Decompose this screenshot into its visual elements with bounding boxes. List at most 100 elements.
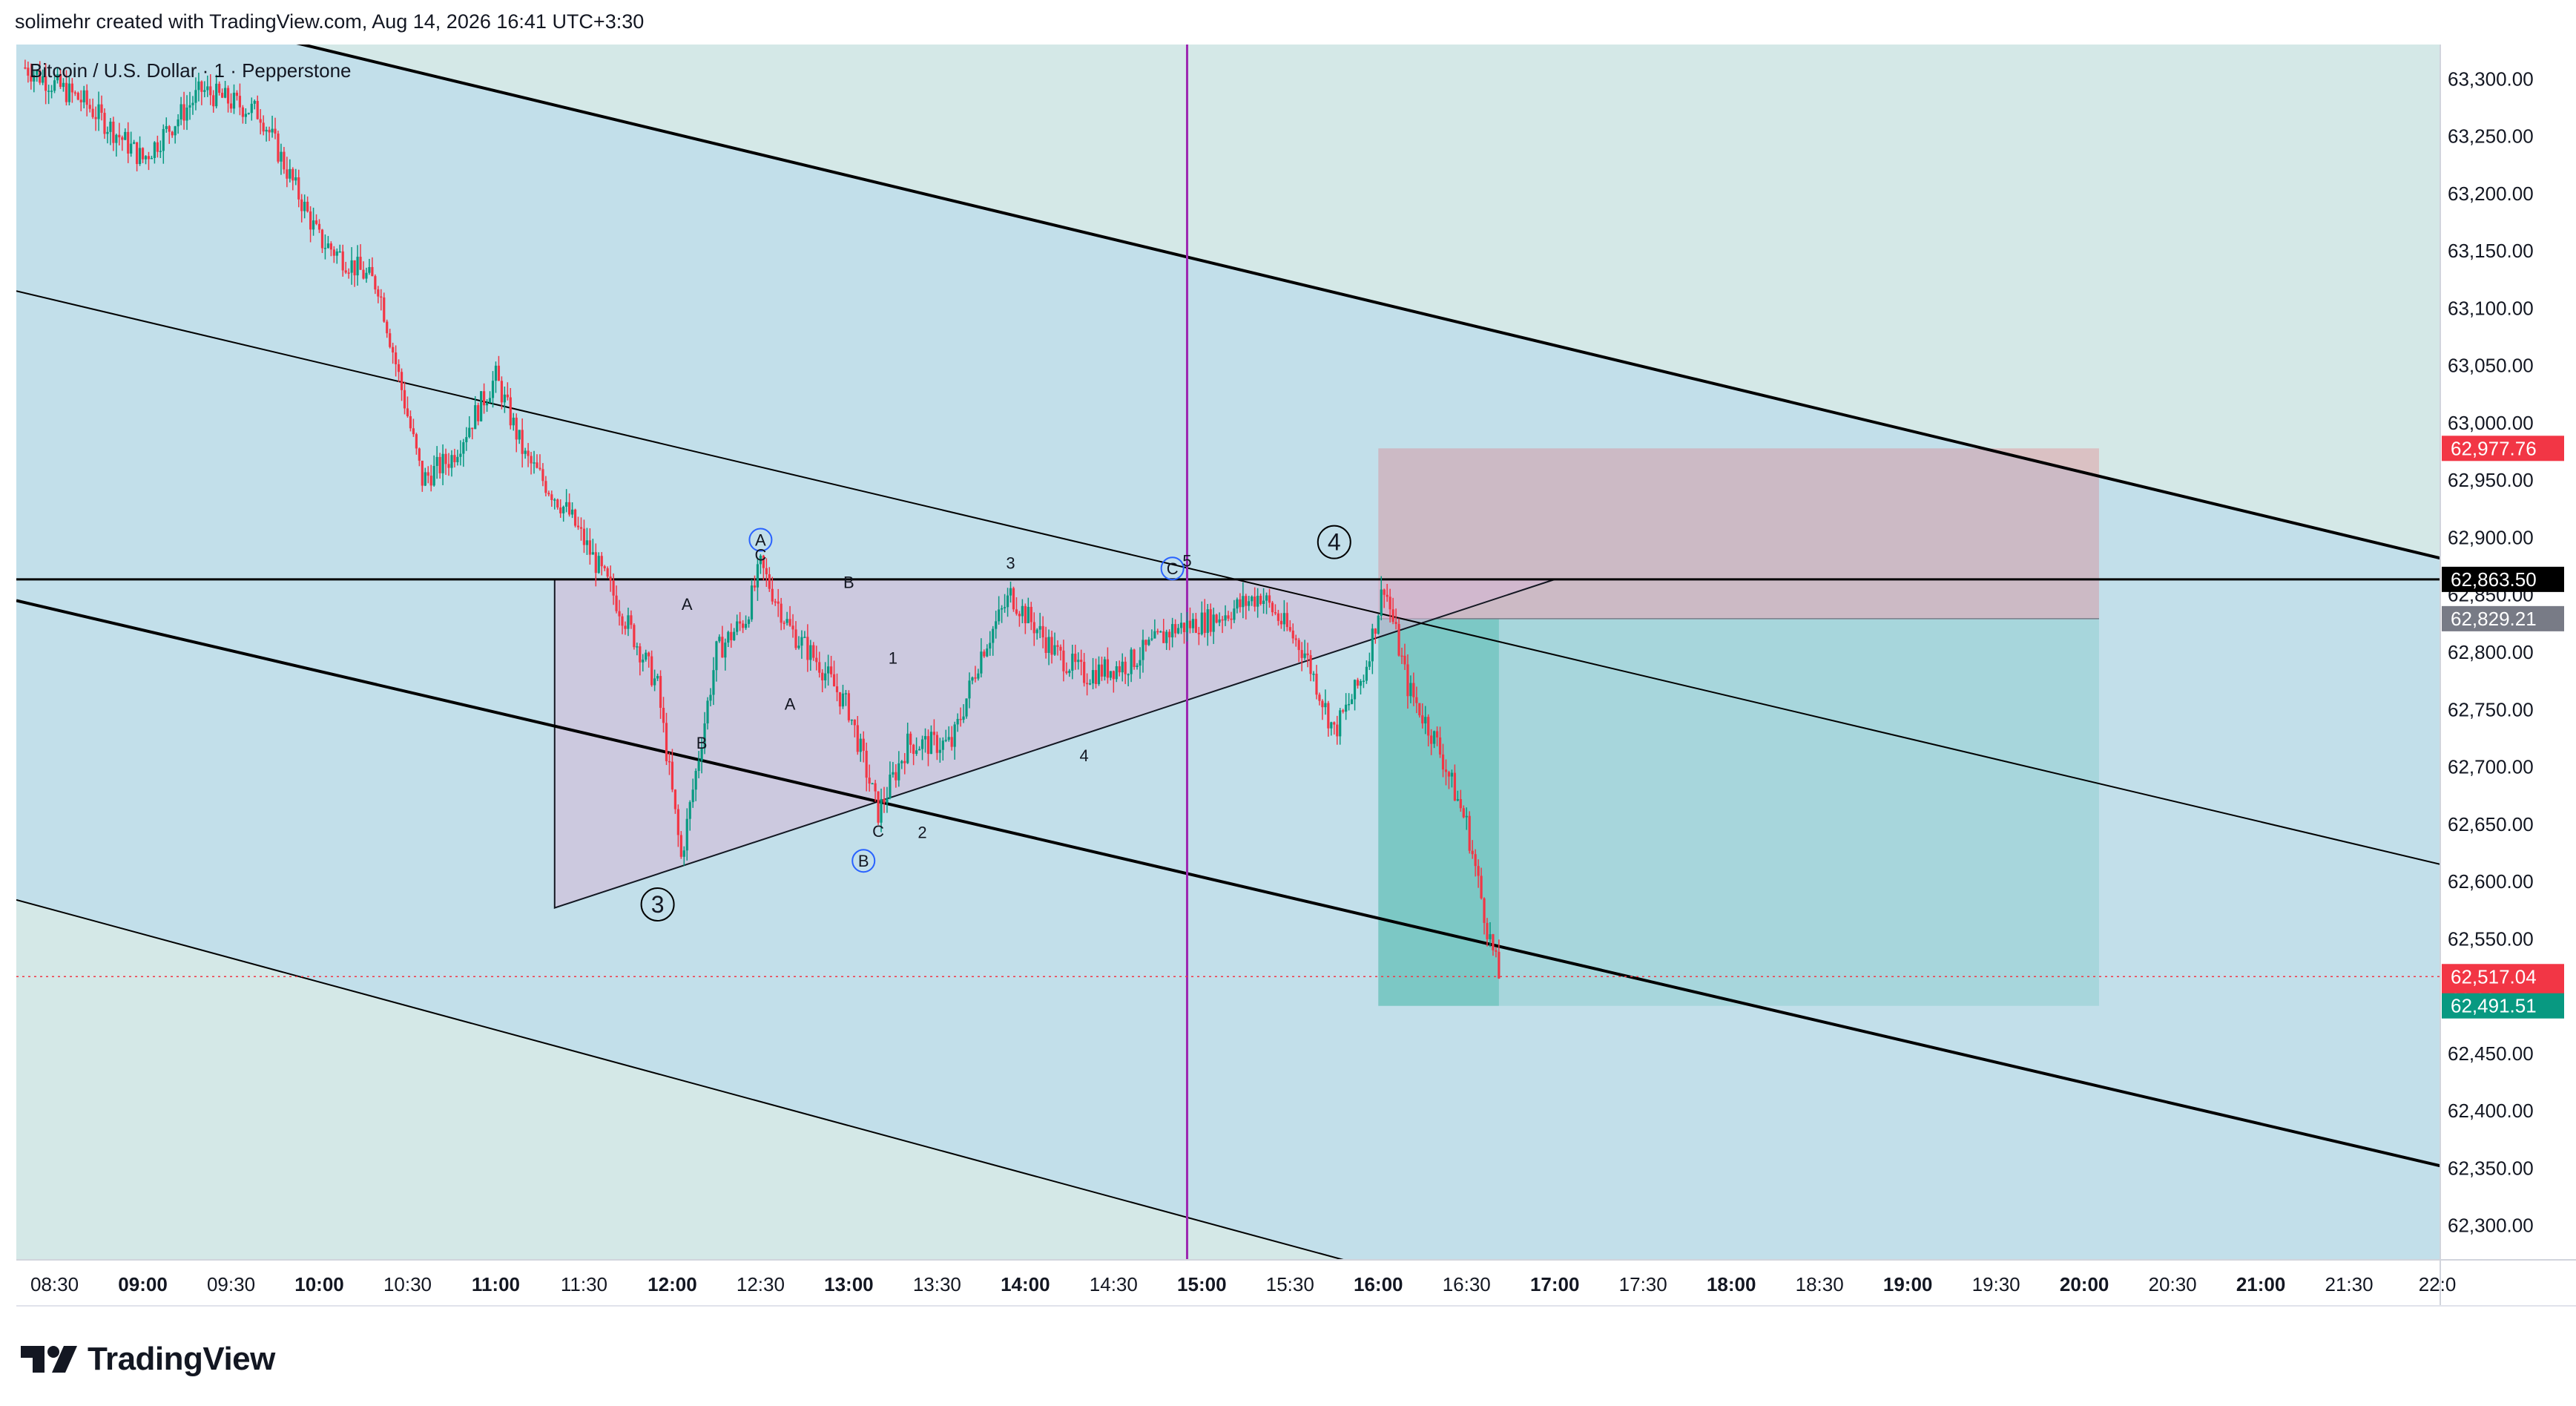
candle-body — [995, 621, 998, 629]
candle-body — [1150, 638, 1153, 640]
candle-body — [323, 248, 327, 249]
candle-body — [185, 108, 188, 121]
candle-body — [715, 641, 718, 671]
candle-body — [862, 738, 865, 751]
candle-body — [521, 430, 524, 454]
candle-body — [1285, 613, 1288, 628]
candle-body — [380, 296, 383, 298]
candle-body — [159, 151, 162, 152]
x-axis-tick-label: 09:30 — [207, 1273, 255, 1295]
candle-body — [1477, 866, 1480, 876]
candle-body — [203, 90, 206, 92]
candle-body — [603, 566, 606, 568]
candle-body — [642, 660, 645, 663]
candle-body — [103, 113, 106, 134]
candle-body — [829, 666, 833, 674]
candle-body — [803, 637, 806, 638]
wave-label: C — [872, 822, 884, 841]
candle-body — [141, 148, 145, 160]
candle-body — [362, 269, 365, 279]
candle-body — [832, 674, 836, 687]
channel-line-3 — [16, 599, 2440, 1168]
wave-label: C — [1167, 559, 1179, 578]
candle-body — [450, 455, 453, 468]
y-axis-tick-label: 62,600.00 — [2448, 870, 2534, 893]
candle-body — [1333, 722, 1336, 725]
candle-body — [932, 732, 935, 735]
candle-body — [62, 82, 65, 88]
price-label-text: 62,829.21 — [2451, 608, 2537, 630]
candle-body — [806, 637, 809, 660]
candle-body — [1065, 671, 1068, 674]
candle-body — [771, 588, 774, 602]
candle-body — [226, 88, 230, 104]
candle-body — [941, 740, 944, 750]
candle-body — [518, 430, 521, 440]
candle-body — [721, 637, 724, 658]
x-axis-tick-label: 17:00 — [1530, 1273, 1580, 1295]
candle-body — [265, 129, 268, 132]
price-label-text: 62,977.76 — [2451, 437, 2537, 459]
candle-body — [277, 134, 280, 162]
candle-body — [895, 772, 897, 781]
candle-body — [235, 92, 239, 96]
candle-body — [697, 761, 700, 771]
candle-body — [377, 289, 380, 297]
candle-body — [1206, 609, 1209, 634]
candle-body — [1153, 631, 1156, 639]
candle-body — [297, 177, 300, 200]
wave-label: 4 — [1328, 529, 1341, 556]
candle-body — [871, 783, 874, 785]
price-label-text: 62,491.51 — [2451, 995, 2537, 1017]
candle-body — [588, 540, 591, 555]
candle-body — [480, 391, 483, 421]
candle-body — [665, 723, 668, 761]
candle-body — [317, 223, 321, 230]
candle-body — [815, 657, 818, 663]
candle-body — [371, 266, 374, 277]
candle-body — [762, 555, 765, 568]
candle-body — [671, 761, 674, 790]
candle-body — [1365, 666, 1368, 681]
tradingview-logo-text: TradingView — [88, 1341, 275, 1377]
candle-body — [1306, 653, 1309, 656]
candle-body — [127, 131, 130, 154]
x-axis-tick-label: 20:30 — [2149, 1273, 2197, 1295]
candle-body — [530, 456, 533, 464]
candle-body — [1127, 674, 1130, 676]
candle-body — [1254, 597, 1256, 607]
candle-body — [633, 625, 636, 648]
candle-body — [515, 417, 518, 440]
x-axis-tick-label: 10:30 — [383, 1273, 432, 1295]
candle-body — [65, 82, 68, 102]
candle-body — [488, 398, 492, 403]
candle-body — [341, 251, 344, 271]
candle-body — [138, 148, 142, 165]
candle-body — [947, 737, 950, 740]
candle-body — [1453, 772, 1456, 801]
candle-body — [1397, 624, 1400, 656]
candle-body — [1356, 680, 1360, 686]
candle-body — [1097, 664, 1101, 684]
candle-body — [827, 666, 830, 674]
candle-body — [338, 251, 341, 253]
candle-body — [892, 772, 895, 775]
x-axis-tick-label: 13:00 — [824, 1273, 874, 1295]
tradingview-logo[interactable]: TradingView — [19, 1336, 275, 1383]
candle-body — [918, 749, 921, 751]
candle-body — [1230, 618, 1233, 620]
candle-body — [144, 156, 148, 160]
candle-body — [347, 272, 350, 274]
candle-body — [200, 81, 203, 92]
y-axis-tick-label: 62,450.00 — [2448, 1042, 2534, 1065]
y-axis-tick-label: 62,400.00 — [2448, 1100, 2534, 1122]
candle-body — [812, 645, 815, 658]
candle-body — [582, 528, 586, 545]
candle-body — [59, 73, 62, 88]
candle-body — [1038, 625, 1041, 630]
candle-body — [1171, 624, 1174, 638]
candle-body — [1156, 631, 1159, 633]
candle-body — [1130, 649, 1133, 674]
candle-body — [444, 453, 447, 464]
